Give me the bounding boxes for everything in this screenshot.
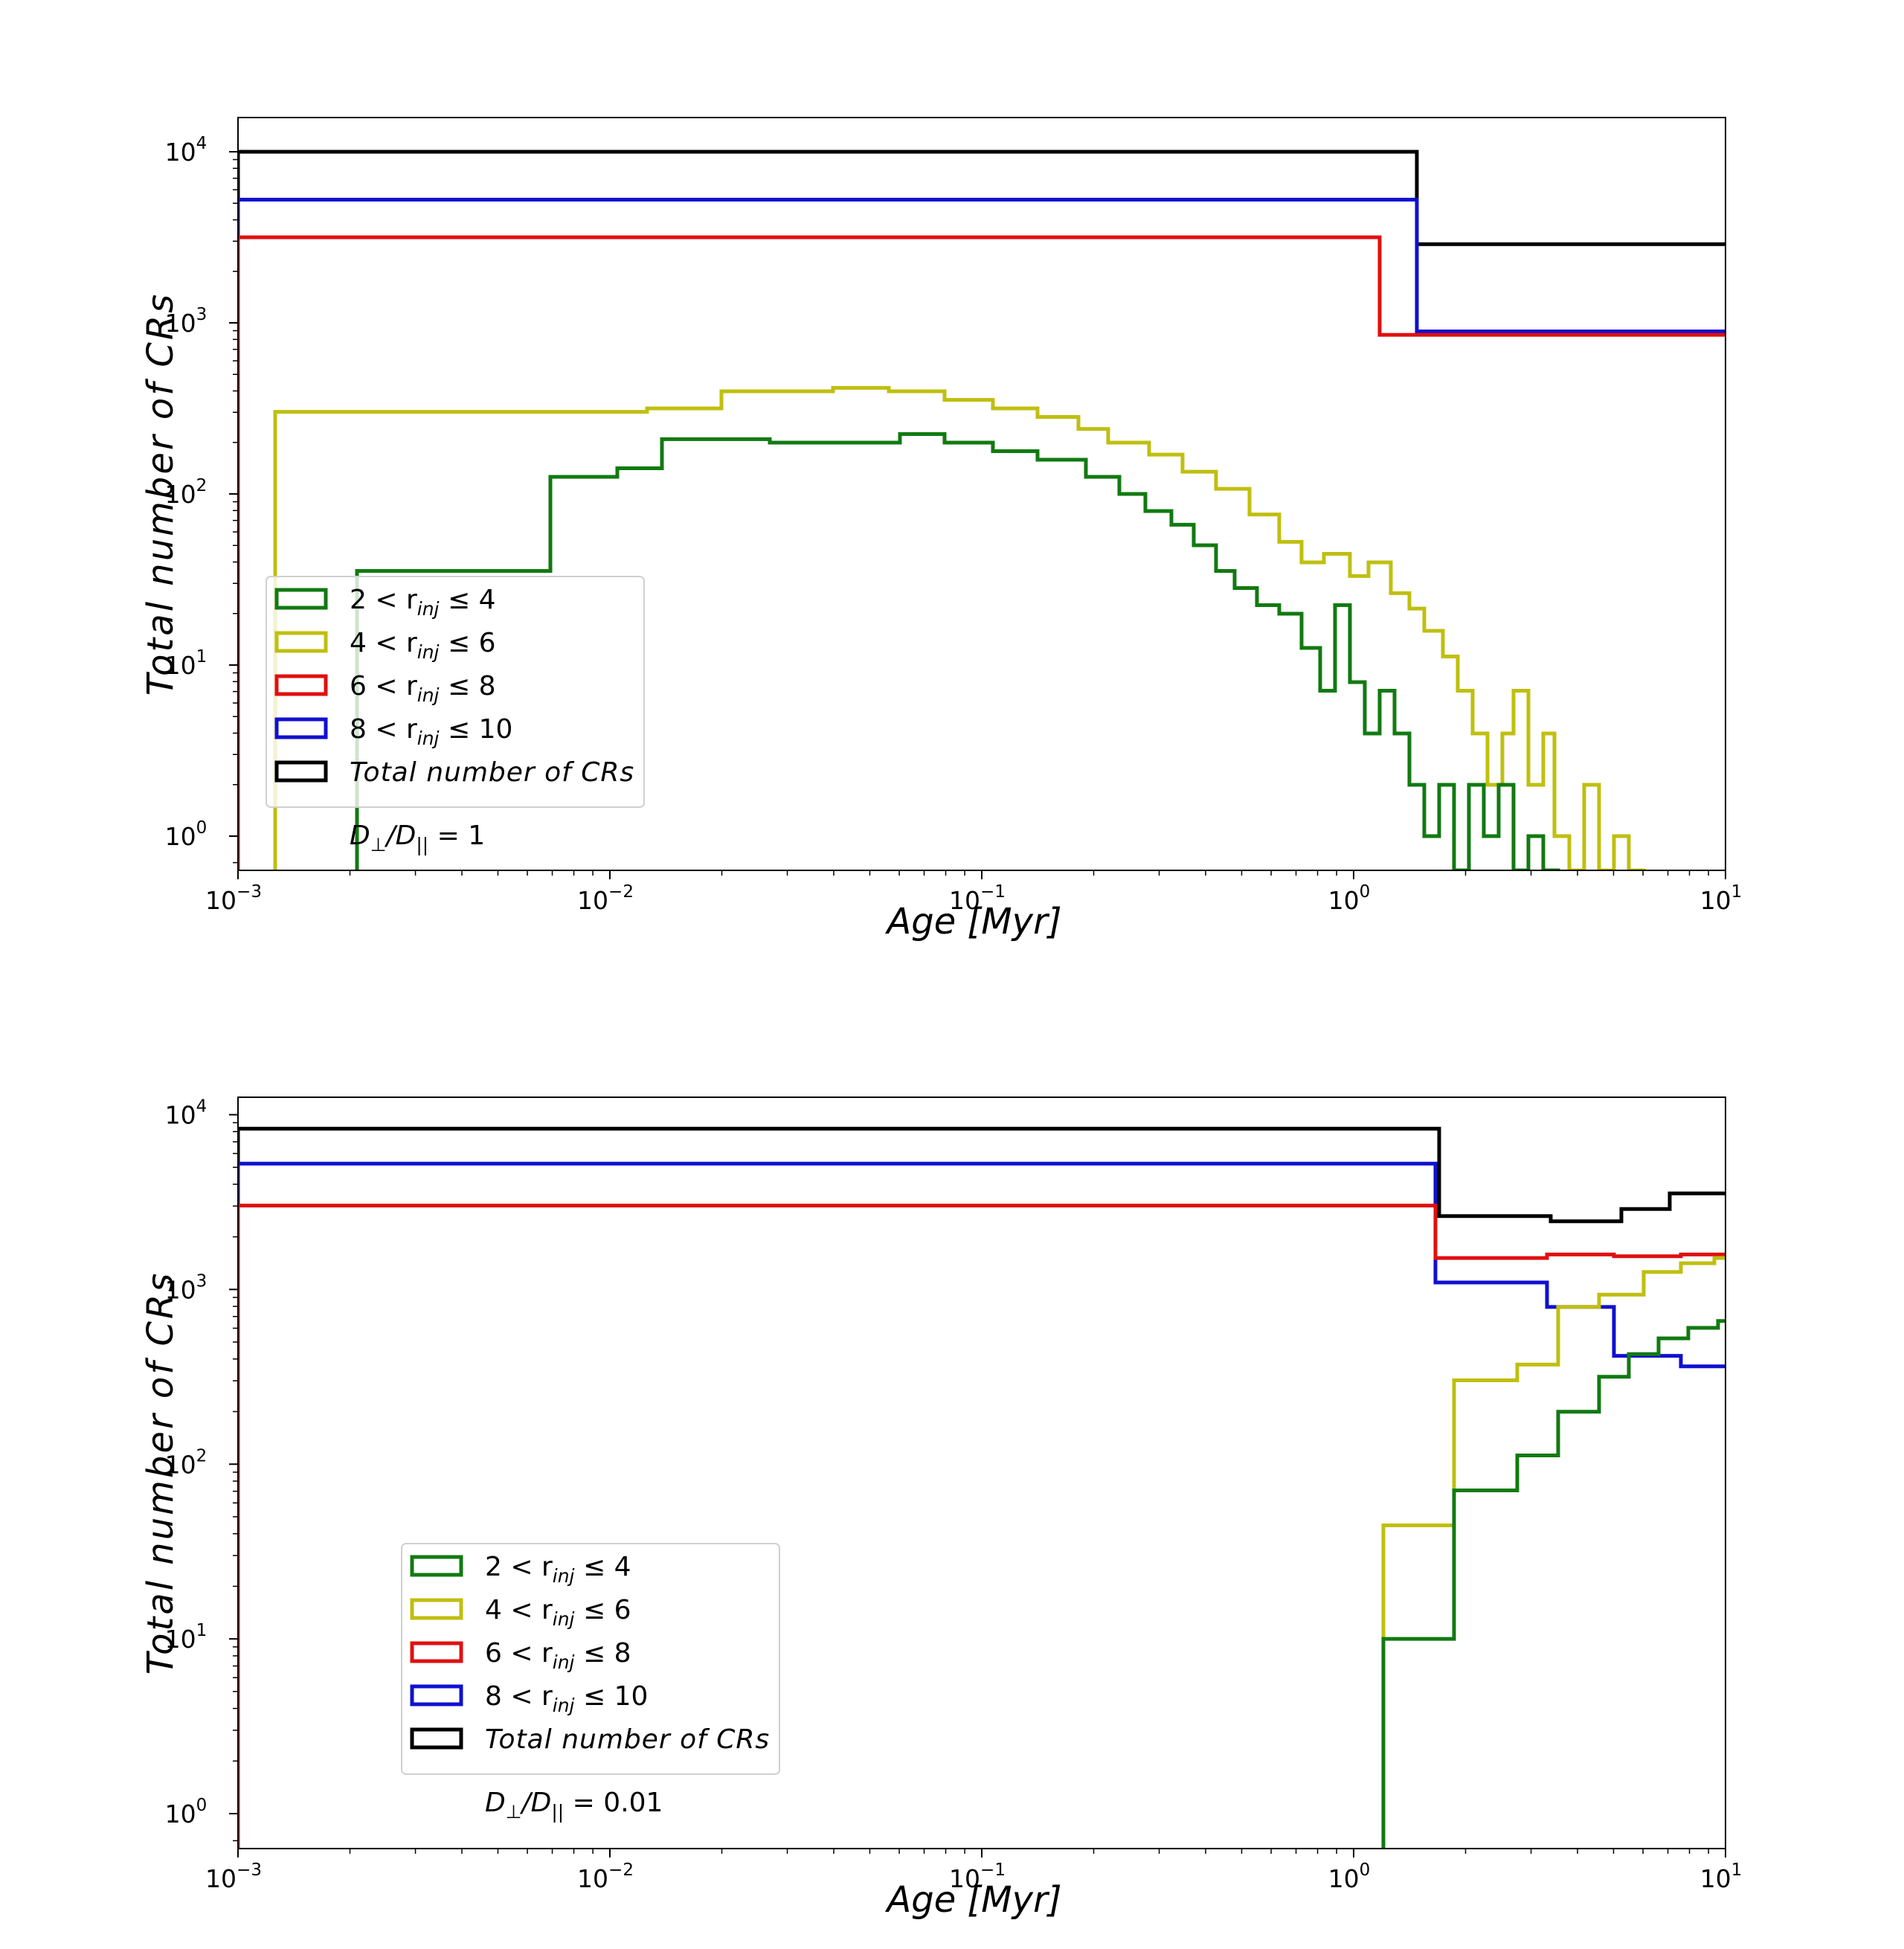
legend-box [401, 1543, 780, 1775]
y-tick-label: 103 [165, 1271, 208, 1304]
y-tick-label: 104 [165, 1096, 208, 1129]
legend-swatch [274, 588, 328, 610]
legend-label: 4 < rinj ≤ 6 [350, 628, 495, 663]
series-r2-4 [1381, 1319, 1726, 1849]
legend: 2 < rinj ≤ 4 4 < rinj ≤ 6 6 < rinj ≤ 8 8 < … [401, 1543, 780, 1775]
series-r4-6 [273, 385, 1646, 870]
legend-swatch [274, 631, 328, 653]
x-tick-label: 101 [1700, 1860, 1743, 1893]
chart-panel-1: 10−3 10−2 10−1 100 101 100 101 102 103 104 Age [My… [140, 117, 1743, 943]
legend-label: 8 < rinj ≤ 10 [485, 1681, 648, 1716]
legend-label: 6 < rinj ≤ 8 [485, 1638, 631, 1673]
legend-label: 2 < rinj ≤ 4 [350, 585, 495, 620]
diffusion-annotation: D⊥/D|| = 1 [350, 821, 485, 855]
diffusion-annotation: D⊥/D|| = 0.01 [485, 1788, 663, 1823]
series-r8-10 [238, 1161, 1726, 1849]
x-tick-label: 10−2 [577, 1860, 634, 1893]
x-tick-label: 10−1 [949, 882, 1006, 915]
series-group [238, 150, 1726, 870]
series-group [238, 1126, 1726, 1849]
series-r4-6 [1381, 1256, 1726, 1849]
legend-swatch [410, 1598, 463, 1620]
y-tick-label: 103 [165, 305, 208, 338]
x-axis-label: Age [Myr] [884, 901, 1061, 943]
legend-swatch [410, 1555, 463, 1577]
y-tick-label: 102 [165, 476, 208, 509]
legend-swatch [274, 760, 328, 783]
legend-swatch [410, 1727, 463, 1750]
y-tick-label: 101 [165, 647, 208, 680]
legend-label: Total number of CRs [350, 757, 634, 788]
legend-label: 8 < rinj ≤ 10 [350, 714, 512, 749]
legend-label: 2 < rinj ≤ 4 [485, 1552, 631, 1587]
legend-swatch [274, 674, 328, 696]
legend-swatch [274, 717, 328, 739]
x-tick-label: 10−1 [949, 1860, 1006, 1893]
legend-swatch [410, 1641, 463, 1663]
legend-swatch [410, 1684, 463, 1706]
y-axis-label: Total number of CRs [140, 292, 181, 696]
legend: 2 < rinj ≤ 4 4 < rinj ≤ 6 6 < rinj ≤ 8 8 < … [266, 576, 645, 808]
legend-label: Total number of CRs [485, 1724, 770, 1755]
y-tick-label: 104 [165, 134, 208, 167]
y-tick-label: 101 [165, 1621, 208, 1654]
x-tick-label: 101 [1700, 882, 1743, 915]
y-axis-label: Total number of CRs [140, 1271, 181, 1675]
y-tick-label: 102 [165, 1446, 208, 1479]
legend-label: 6 < rinj ≤ 8 [350, 671, 495, 706]
y-tick-label: 100 [165, 818, 208, 851]
series-r2-4 [355, 432, 1560, 870]
y-tick-label: 100 [165, 1796, 208, 1828]
legend-box [266, 576, 645, 808]
x-tick-label: 10−2 [577, 882, 634, 915]
x-tick-label: 10−3 [205, 882, 262, 915]
x-tick-label: 100 [1328, 882, 1371, 915]
x-tick-label: 10−3 [205, 1860, 262, 1893]
legend-label: 4 < rinj ≤ 6 [485, 1595, 631, 1630]
x-axis-label: Age [Myr] [884, 1879, 1061, 1921]
x-tick-label: 100 [1328, 1860, 1371, 1893]
chart-panel-2: 10−3 10−2 10−1 100 101 100 101 102 103 104 Age [My… [140, 1096, 1743, 1921]
